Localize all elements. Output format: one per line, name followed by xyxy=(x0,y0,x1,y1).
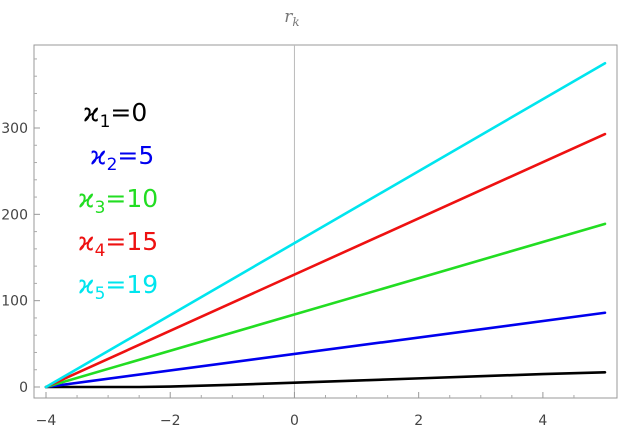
legend-entry-5: ϰ5=19 xyxy=(78,270,158,304)
x-tick-label: 4 xyxy=(538,413,547,429)
chart-title: rk xyxy=(284,7,299,29)
series-line-5 xyxy=(44,61,607,389)
legend-entry-2: ϰ2=5 xyxy=(90,141,154,175)
series-line-3 xyxy=(44,222,607,389)
x-tick-label: 0 xyxy=(290,413,299,429)
series-line-2 xyxy=(44,311,607,389)
y-tick-label: 300 xyxy=(1,121,28,137)
legend-entry-3: ϰ3=10 xyxy=(78,184,158,218)
y-tick-label: 0 xyxy=(19,380,28,396)
series-line-4 xyxy=(44,132,607,389)
series-line-1 xyxy=(44,371,607,389)
y-tick-label: 200 xyxy=(1,207,28,223)
x-tick-label: 2 xyxy=(414,413,423,429)
y-tick-label: 100 xyxy=(1,294,28,310)
legend-entry-4: ϰ4=15 xyxy=(78,227,158,261)
x-tick-label: −4 xyxy=(36,413,57,429)
legend-entry-1: ϰ1=0 xyxy=(83,98,147,132)
x-tick-label: −2 xyxy=(160,413,181,429)
